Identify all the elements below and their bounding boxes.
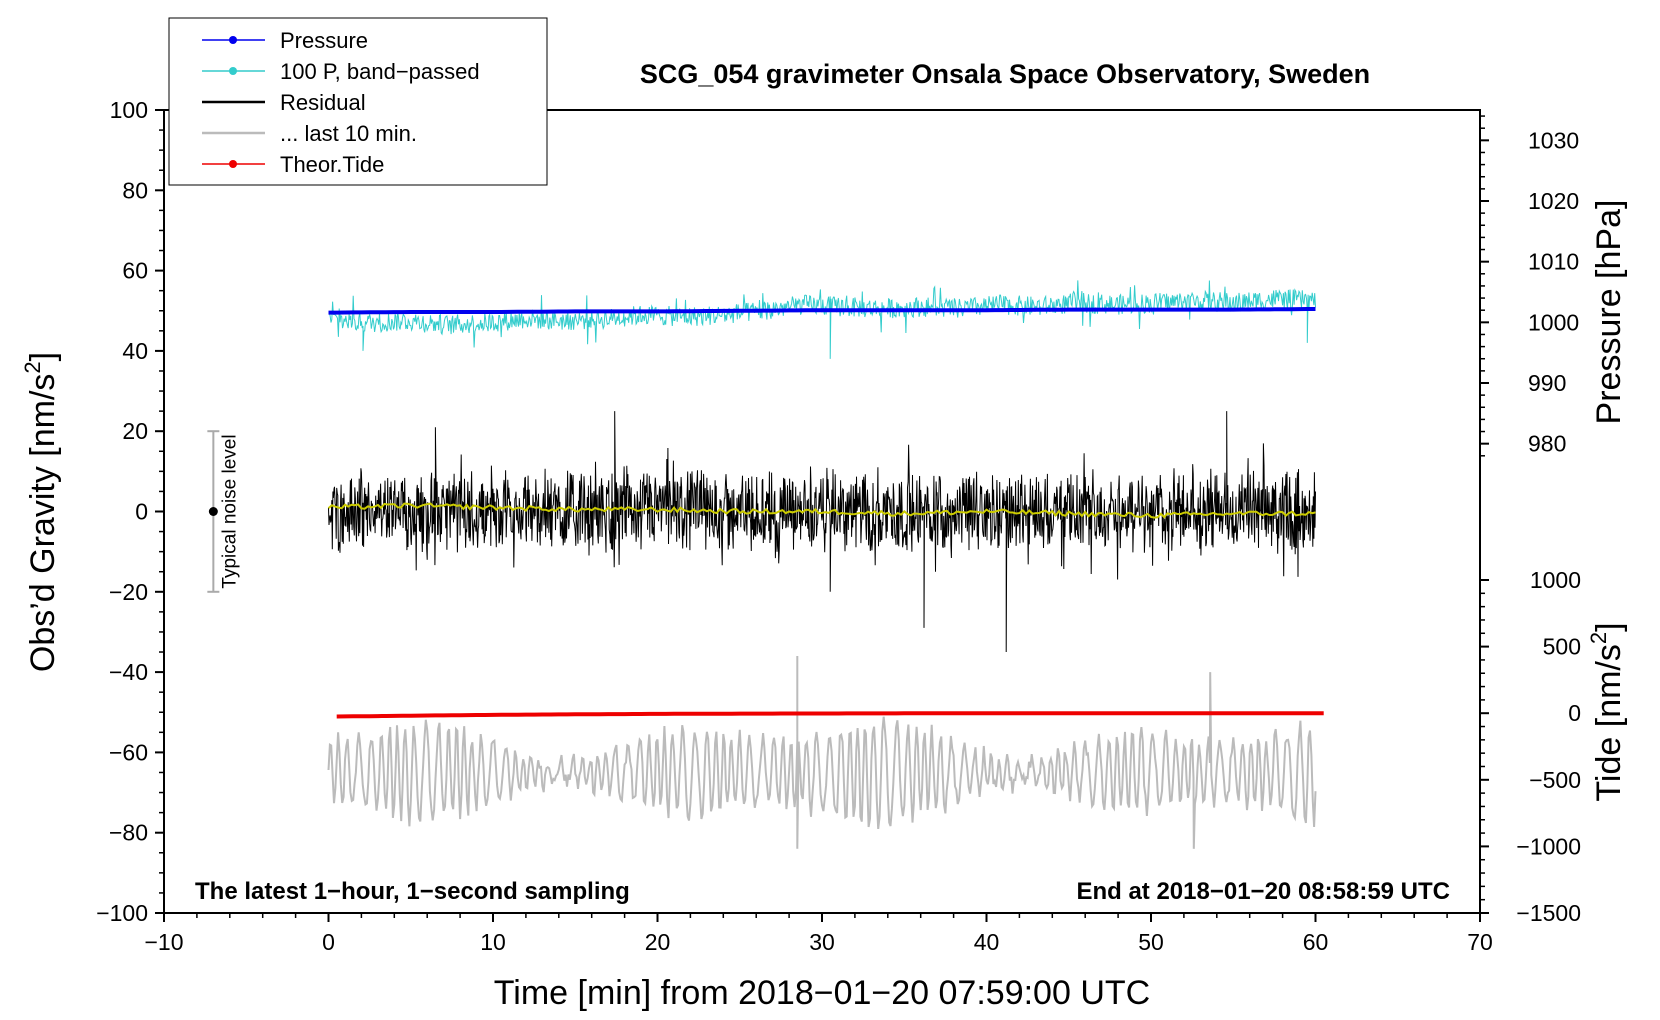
x-axis-title: Time [min] from 2018−01−20 07:59:00 UTC	[494, 974, 1150, 1012]
x-tick-label: 10	[480, 929, 506, 955]
legend-label: Residual	[280, 90, 366, 115]
series--last-10-min-	[327, 656, 1317, 849]
legend-label: Pressure	[280, 28, 368, 53]
legend-label: ... last 10 min.	[280, 121, 417, 146]
x-tick-label: 70	[1467, 929, 1493, 955]
x-tick-label: 40	[974, 929, 1000, 955]
y-tick-label-left: 80	[122, 177, 148, 203]
y-tick-label-left: 20	[122, 418, 148, 444]
y-tick-label-left: 40	[122, 338, 148, 364]
y-axis-title-tide-sup: 2	[1586, 632, 1611, 644]
legend-label: 100 P, band−passed	[280, 59, 480, 84]
y-axis-title-left-text: Obs’d Gravity [nm/s	[24, 374, 62, 673]
y-tick-label-pressure: 1030	[1528, 127, 1579, 153]
y-tick-label-tide: 500	[1543, 634, 1581, 660]
legend-swatch-marker	[229, 160, 237, 168]
pressure-bandpassed-line	[328, 280, 1316, 359]
series-layer	[327, 280, 1324, 849]
series-residual-running-mean	[327, 502, 1316, 519]
x-tick-label: 50	[1138, 929, 1164, 955]
chart-title: SCG_054 gravimeter Onsala Space Observat…	[640, 59, 1370, 89]
residual-line	[328, 411, 1316, 653]
noise-bar: Typical noise level	[207, 430, 240, 593]
series-pressure	[328, 307, 1316, 315]
x-tick-label: 20	[645, 929, 671, 955]
x-tick-label: −10	[144, 929, 183, 955]
y-tick-label-left: 100	[110, 97, 148, 123]
y-axis-title-tide: Tide [nm/s2]	[1586, 622, 1628, 801]
y-axis-title-pressure: Pressure [hPa]	[1590, 200, 1628, 425]
legend-swatch-marker	[229, 67, 237, 75]
series-residual	[328, 411, 1316, 653]
noise-bar-dot	[208, 507, 218, 516]
series-theor-tide	[336, 711, 1324, 719]
ticks-layer: −10 0 10 20 30 40 50 60 70100806040200−20−40−60−…	[96, 97, 1581, 955]
y-axis-title-left-end: ]	[24, 352, 62, 361]
y-tick-label-tide: 0	[1568, 700, 1581, 726]
y-axis-title-left-sup: 2	[20, 361, 45, 373]
series-100-p-band-passed	[328, 280, 1316, 359]
x-tick-label: 30	[809, 929, 835, 955]
y-tick-label-left: −40	[109, 659, 148, 685]
legend: Pressure 100 P, band−passed Residual ... la…	[168, 17, 548, 186]
x-tick-label: 0	[322, 929, 335, 955]
y-tick-label-tide: −1000	[1516, 833, 1581, 859]
y-tick-label-left: −100	[96, 900, 148, 926]
x-tick-label: 60	[1303, 929, 1329, 955]
y-tick-label-tide: −1500	[1516, 900, 1581, 926]
y-tick-label-left: −60	[109, 739, 148, 765]
pressure-line	[328, 307, 1316, 315]
last-10-min-line	[327, 656, 1317, 849]
legend-label: Theor.Tide	[280, 152, 384, 177]
y-tick-label-left: 0	[135, 499, 148, 525]
y-tick-label-left: −80	[109, 820, 148, 846]
y-tick-label-pressure: 990	[1528, 370, 1566, 396]
y-axis-title-tide-end: ]	[1590, 622, 1628, 631]
tide-line	[336, 711, 1324, 719]
y-tick-label-pressure: 1010	[1528, 249, 1579, 275]
y-tick-label-pressure: 1020	[1528, 188, 1579, 214]
y-tick-label-tide: 1000	[1530, 567, 1581, 593]
y-axis-title-tide-text: Tide [nm/s	[1590, 644, 1628, 801]
y-tick-label-tide: −500	[1529, 767, 1581, 793]
annotation-left: The latest 1−hour, 1−second sampling	[195, 878, 630, 905]
legend-swatch-marker	[229, 36, 237, 44]
y-tick-label-pressure: 980	[1528, 431, 1566, 457]
y-axis-title-left: Obs’d Gravity [nm/s2]	[20, 352, 62, 672]
residual-mean-line	[327, 502, 1316, 519]
y-tick-label-pressure: 1000	[1528, 309, 1579, 335]
y-tick-label-left: −20	[109, 579, 148, 605]
annotation-right: End at 2018−01−20 08:58:59 UTC	[1076, 878, 1450, 905]
y-tick-label-left: 60	[122, 258, 148, 284]
noise-bar-label: Typical noise level	[219, 434, 240, 588]
